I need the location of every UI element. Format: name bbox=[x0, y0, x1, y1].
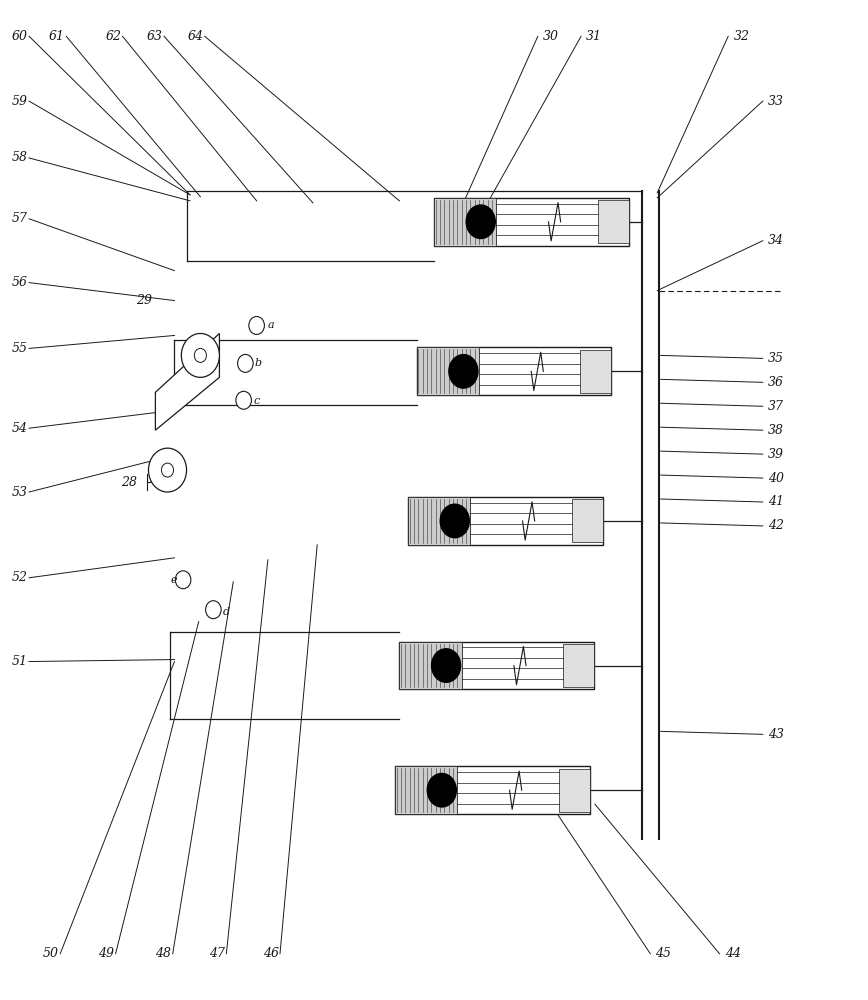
Text: 59: 59 bbox=[12, 95, 28, 108]
Circle shape bbox=[466, 205, 496, 239]
Text: 37: 37 bbox=[768, 400, 784, 413]
Text: 38: 38 bbox=[768, 424, 784, 437]
Text: 47: 47 bbox=[209, 947, 225, 960]
Text: 33: 33 bbox=[768, 95, 784, 108]
Circle shape bbox=[206, 601, 221, 619]
Circle shape bbox=[194, 348, 207, 362]
Text: b: b bbox=[255, 358, 262, 368]
Bar bbox=[408, 497, 470, 545]
Bar bbox=[559, 769, 589, 812]
Bar bbox=[580, 350, 611, 393]
Text: 64: 64 bbox=[187, 30, 203, 43]
Text: 48: 48 bbox=[155, 947, 171, 960]
Text: 53: 53 bbox=[12, 486, 28, 499]
Text: 43: 43 bbox=[768, 728, 784, 741]
Circle shape bbox=[236, 391, 252, 409]
Text: 35: 35 bbox=[768, 352, 784, 365]
Text: 44: 44 bbox=[725, 947, 740, 960]
Text: 42: 42 bbox=[768, 519, 784, 532]
Text: a: a bbox=[268, 320, 274, 330]
Bar bbox=[597, 200, 628, 243]
Circle shape bbox=[175, 571, 191, 589]
Text: 58: 58 bbox=[12, 151, 28, 164]
Text: 63: 63 bbox=[147, 30, 162, 43]
Bar bbox=[434, 198, 496, 246]
Text: 60: 60 bbox=[12, 30, 28, 43]
Text: d: d bbox=[223, 607, 230, 617]
Text: 30: 30 bbox=[543, 30, 559, 43]
Bar bbox=[395, 766, 457, 814]
Text: 45: 45 bbox=[655, 947, 672, 960]
Circle shape bbox=[238, 354, 253, 372]
Text: 36: 36 bbox=[768, 376, 784, 389]
Text: 62: 62 bbox=[105, 30, 122, 43]
Circle shape bbox=[440, 504, 470, 538]
Text: 61: 61 bbox=[49, 30, 65, 43]
Text: 51: 51 bbox=[12, 655, 28, 668]
Text: 34: 34 bbox=[768, 234, 784, 247]
Bar bbox=[399, 642, 594, 689]
Text: c: c bbox=[253, 396, 260, 406]
Text: 57: 57 bbox=[12, 212, 28, 225]
Bar bbox=[417, 347, 479, 395]
Text: 29: 29 bbox=[136, 294, 152, 307]
Text: 41: 41 bbox=[768, 495, 784, 508]
Circle shape bbox=[449, 355, 478, 388]
Circle shape bbox=[249, 317, 265, 334]
Circle shape bbox=[427, 773, 457, 807]
Bar bbox=[571, 499, 602, 542]
Bar bbox=[434, 198, 628, 246]
Text: 55: 55 bbox=[12, 342, 28, 355]
Text: 46: 46 bbox=[263, 947, 279, 960]
Text: 50: 50 bbox=[43, 947, 59, 960]
Bar bbox=[395, 766, 589, 814]
Circle shape bbox=[161, 463, 174, 477]
Circle shape bbox=[431, 649, 461, 682]
Text: 54: 54 bbox=[12, 422, 28, 435]
Bar bbox=[408, 497, 602, 545]
Text: 52: 52 bbox=[12, 571, 28, 584]
Text: 40: 40 bbox=[768, 472, 784, 485]
Text: 56: 56 bbox=[12, 276, 28, 289]
Bar bbox=[417, 347, 611, 395]
Text: 39: 39 bbox=[768, 448, 784, 461]
Circle shape bbox=[148, 448, 187, 492]
Bar bbox=[399, 642, 462, 689]
Text: 32: 32 bbox=[733, 30, 749, 43]
Text: e: e bbox=[171, 575, 178, 585]
Text: 49: 49 bbox=[98, 947, 115, 960]
Text: 31: 31 bbox=[586, 30, 602, 43]
Polygon shape bbox=[155, 333, 220, 430]
Text: 28: 28 bbox=[122, 476, 137, 489]
Circle shape bbox=[181, 333, 220, 377]
Bar bbox=[563, 644, 594, 687]
